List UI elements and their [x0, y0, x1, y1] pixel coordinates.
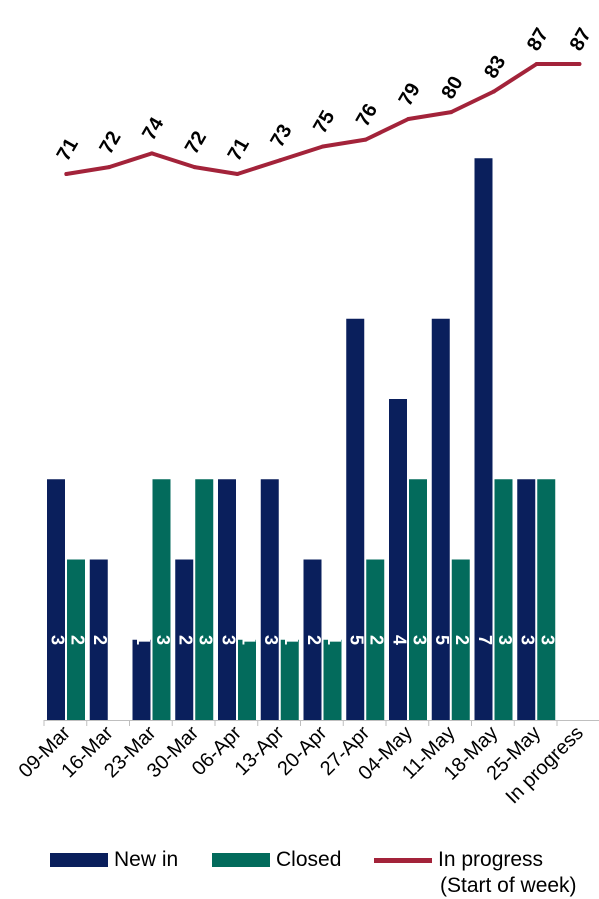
- line-value-label: 76: [352, 100, 382, 130]
- line-point-in-progress: [577, 62, 582, 66]
- line-value-label: 75: [309, 107, 339, 137]
- legend-swatch-in-progress: [374, 857, 432, 863]
- bar-new-in-04-May: [389, 399, 407, 720]
- legend-item-closed: Closed: [212, 848, 341, 872]
- line-value-label: 71: [224, 135, 254, 165]
- bar-value-label: 3: [495, 635, 515, 645]
- bar-new-in-18-May: [474, 158, 493, 720]
- bar-value-label: 1: [324, 635, 344, 645]
- bar-closed-18-May: [494, 479, 513, 720]
- legend-label-new-in: New in: [114, 848, 179, 871]
- bar-value-label: 5: [432, 635, 452, 645]
- bar-new-in-06-Apr: [218, 479, 236, 720]
- line-value-label: 87: [566, 25, 596, 55]
- legend-swatch-new-in: [50, 853, 108, 867]
- legend-note: (Start of week): [440, 874, 577, 897]
- line-point-in-progress: [278, 158, 283, 163]
- line-value-label: 74: [138, 113, 169, 144]
- line-point-in-progress: [64, 172, 69, 176]
- legend-label-closed: Closed: [276, 848, 342, 871]
- bar-value-label: 1: [238, 635, 258, 645]
- bar-new-in-27-Apr: [346, 318, 365, 720]
- bar-value-label: 3: [218, 635, 238, 645]
- legend-swatch-closed: [212, 853, 270, 867]
- line-point-in-progress: [320, 144, 325, 149]
- bar-closed-20-Apr: [323, 639, 342, 720]
- bar-closed-25-May: [537, 479, 556, 720]
- bar-value-label: 2: [367, 635, 387, 645]
- line-value-label: 83: [480, 52, 510, 82]
- bar-value-label: 3: [538, 635, 558, 645]
- bar-value-label: 2: [452, 635, 472, 645]
- bar-closed-09-Mar: [67, 559, 85, 720]
- bar-value-label: 3: [409, 635, 429, 645]
- bar-value-label: 1: [133, 635, 153, 645]
- bar-value-label: 3: [47, 635, 67, 645]
- legend-item-in-progress: In progress: [374, 848, 543, 872]
- bar-value-label: 2: [176, 635, 196, 645]
- bar-new-in-09-Mar: [47, 479, 65, 720]
- legend-label-in-progress: In progress: [438, 848, 544, 871]
- chart: 3 2 1 2 3 3 2 5 4 5 7 32 3 3 1 1 1 2 3 2 3 309-Mar16-Mar23-Ma…: [15, 25, 599, 808]
- line-point-in-progress: [363, 137, 368, 142]
- bar-new-in-30-Mar: [175, 559, 194, 720]
- bar-value-label: 2: [90, 635, 110, 645]
- line-point-in-progress: [449, 110, 454, 115]
- bar-value-label: 3: [261, 635, 281, 645]
- line-value-label: 72: [95, 128, 125, 158]
- bar-new-in-16-Mar: [89, 559, 108, 720]
- line-value-label: 79: [395, 80, 425, 110]
- bar-closed-04-May: [409, 479, 427, 720]
- bar-value-label: 7: [475, 635, 495, 645]
- bar-value-label: 3: [518, 635, 538, 645]
- line-value-label: 71: [53, 135, 83, 165]
- line-value-label: 87: [523, 25, 553, 55]
- bar-closed-13-Apr: [280, 639, 299, 720]
- bar-new-in-20-Apr: [303, 559, 322, 720]
- bar-closed-06-Apr: [238, 639, 256, 720]
- bar-closed-11-May: [451, 559, 470, 720]
- bar-new-in-25-May: [517, 479, 536, 720]
- line-point-in-progress: [107, 165, 112, 170]
- bar-new-in-11-May: [431, 318, 450, 720]
- legend: New in Closed In progress (Start of week…: [0, 840, 599, 899]
- bar-new-in-23-Mar: [132, 639, 151, 720]
- line-point-in-progress: [235, 172, 240, 176]
- bar-closed-30-Mar: [195, 479, 214, 720]
- line-point-in-progress: [491, 89, 496, 94]
- line-point-in-progress: [192, 165, 197, 170]
- line-point-in-progress: [534, 62, 539, 66]
- line-value-label: 80: [437, 73, 467, 103]
- bar-value-label: 2: [67, 635, 87, 645]
- legend-item-new-in: New in: [50, 848, 178, 872]
- bar-closed-27-Apr: [366, 559, 385, 720]
- bar-value-label: 4: [389, 635, 409, 645]
- line-point-in-progress: [149, 151, 154, 156]
- bar-new-in-13-Apr: [260, 479, 279, 720]
- line-value-label: 72: [181, 128, 211, 158]
- bar-value-label: 3: [196, 635, 216, 645]
- line-value-label: 73: [266, 121, 296, 151]
- bar-value-label: 1: [281, 635, 301, 645]
- bar-value-label: 3: [153, 635, 173, 645]
- bar-value-label: 2: [304, 635, 324, 645]
- line-point-in-progress: [406, 117, 411, 121]
- bar-closed-23-Mar: [152, 479, 171, 720]
- bar-value-label: 5: [347, 635, 367, 645]
